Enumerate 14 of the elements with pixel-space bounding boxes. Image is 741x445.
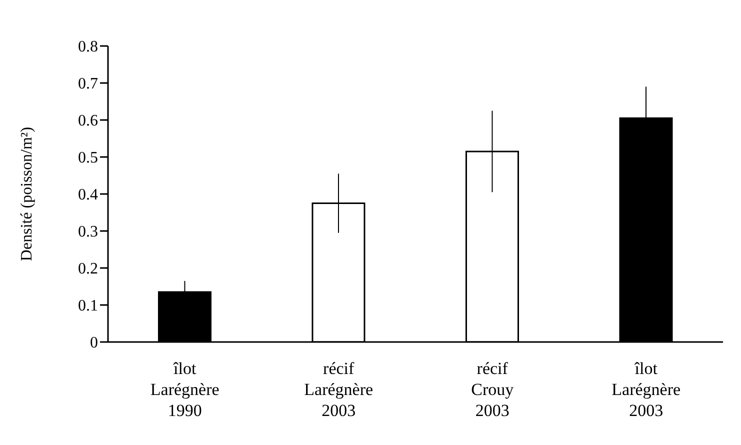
y-tick-label: 0 (90, 334, 98, 352)
y-tick-label: 0.1 (78, 298, 98, 315)
y-tick-label: 0.2 (78, 260, 98, 278)
x-tick-label: récif Crouy 2003 (471, 359, 514, 420)
y-tick-label: 0.5 (78, 150, 98, 167)
y-tick-label: 0.7 (78, 76, 98, 93)
y-tick-label: 0.6 (78, 112, 98, 130)
x-tick-label: récif Larégnère 2003 (304, 359, 374, 420)
x-tick-label: îlot Larégnère 1990 (150, 359, 220, 420)
y-tick-label: 0.4 (78, 186, 98, 204)
x-tick-label: îlot Larégnère 2003 (612, 359, 681, 420)
y-tick-label: 0.3 (78, 224, 98, 241)
y-axis-title: Densité (poisson/m²) (18, 126, 36, 262)
y-tick-label: 0.8 (78, 38, 98, 56)
